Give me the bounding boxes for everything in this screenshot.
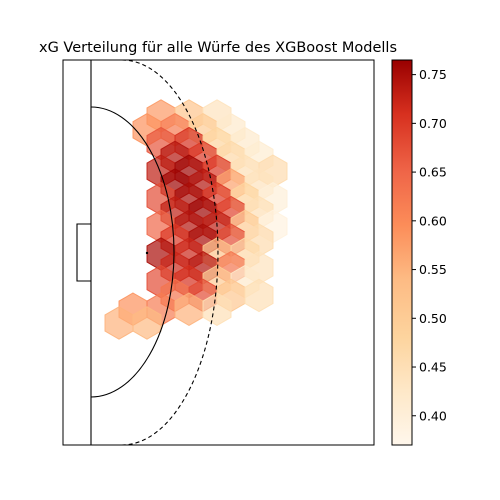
chart-title: xG Verteilung für alle Würfe des XGBoost… bbox=[39, 40, 397, 56]
colorbar-tick-label: 0.40 bbox=[419, 408, 447, 423]
colorbar-ticks: 0.40 0.45 0.50 0.55 0.60 0.65 0.70 0.75 bbox=[412, 67, 447, 423]
hexbin-cell bbox=[244, 278, 274, 313]
plot-frame bbox=[62, 59, 375, 446]
colorbar bbox=[391, 59, 413, 446]
hexbin-cell bbox=[132, 306, 162, 340]
hexbin-layer bbox=[104, 99, 288, 340]
goal bbox=[76, 223, 91, 282]
penalty-arc bbox=[90, 106, 175, 398]
hexbin-cell bbox=[202, 292, 232, 326]
colorbar-tick-label: 0.50 bbox=[419, 311, 447, 326]
colorbar-tick-label: 0.65 bbox=[419, 165, 447, 180]
center-circle-arc bbox=[121, 60, 219, 445]
colorbar-tick-label: 0.60 bbox=[419, 213, 447, 228]
colorbar-tick-label: 0.75 bbox=[419, 67, 447, 82]
penalty-spot bbox=[145, 251, 149, 255]
pitch-lines bbox=[76, 60, 219, 445]
colorbar-tick-label: 0.45 bbox=[419, 360, 447, 375]
colorbar-tick-label: 0.70 bbox=[419, 116, 447, 131]
colorbar-tick-label: 0.55 bbox=[419, 262, 447, 277]
